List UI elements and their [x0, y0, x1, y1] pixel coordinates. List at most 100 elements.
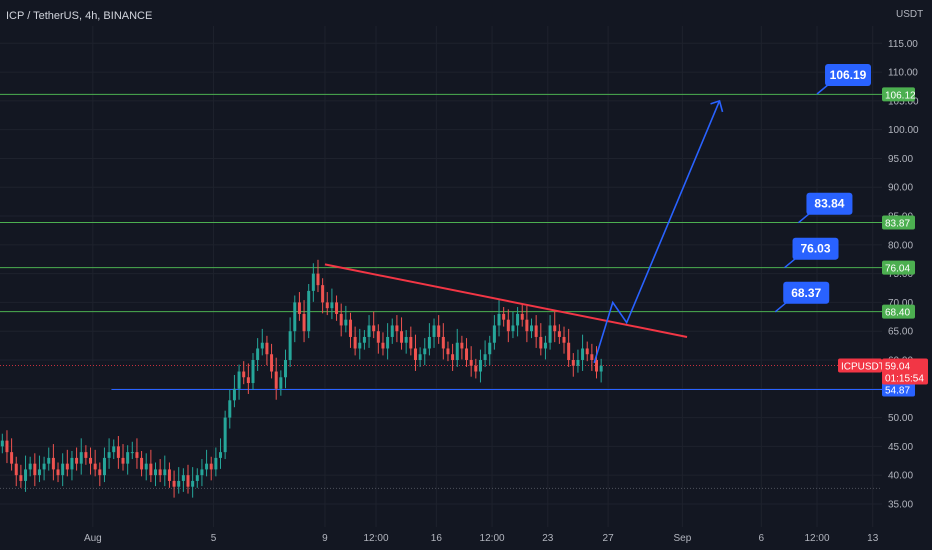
candle-body	[497, 313, 501, 326]
y-tick-label: 105.00	[888, 96, 919, 107]
candle-body	[548, 325, 552, 343]
callout-label: 76.03	[801, 242, 831, 256]
time-axis[interactable]: Aug 5 9 12:00 16 12:00 23 27 Sep 6 12:00 13	[84, 533, 879, 544]
candle-body	[297, 302, 301, 314]
candle-body	[33, 463, 37, 476]
price-tag-value: 59.04	[885, 362, 910, 373]
candle-body	[418, 354, 422, 360]
candle-body	[381, 342, 385, 349]
price-tag	[882, 358, 928, 385]
candle-body	[89, 457, 93, 464]
candle-body	[413, 348, 417, 360]
candle-body	[260, 342, 264, 349]
callout-box	[792, 237, 839, 260]
x-tick-label: 12:00	[363, 533, 388, 544]
candle-body	[386, 336, 390, 349]
candle-body	[237, 371, 241, 389]
level-tag	[882, 215, 915, 230]
level-tag	[882, 382, 915, 397]
y-tick-label: 50.00	[888, 413, 913, 424]
candle-body	[307, 290, 311, 332]
candle-body	[75, 457, 79, 464]
candle-body	[163, 469, 167, 476]
level-tag	[882, 87, 915, 102]
callout-label: 106.19	[830, 68, 867, 82]
candle-body	[557, 331, 561, 337]
x-tick-label: 6	[759, 533, 765, 544]
candle-body	[325, 302, 329, 309]
candle-body	[24, 469, 28, 481]
candle-body	[395, 325, 399, 332]
callout-label: 68.37	[791, 286, 821, 300]
candle-body	[311, 273, 315, 291]
candle-body	[79, 452, 83, 464]
candle-body	[321, 285, 325, 303]
drawing-layer: 106.19 83.84 76.03 68.37	[324, 64, 872, 364]
candle-body	[502, 313, 506, 320]
candle-body	[437, 325, 441, 337]
callout-box	[806, 192, 853, 215]
candle-body	[56, 469, 60, 476]
candle-body	[367, 325, 371, 337]
candle-body	[102, 457, 106, 476]
candle-body	[446, 348, 450, 355]
level-tag-label: 68.40	[885, 308, 910, 319]
y-tick-label: 100.00	[888, 125, 919, 136]
candle-body	[200, 469, 204, 476]
candle-body	[302, 313, 306, 332]
candle-body	[181, 475, 185, 481]
candle-body	[154, 469, 158, 476]
grid-layer	[0, 26, 882, 527]
candle-body	[279, 377, 283, 389]
candle-body	[144, 463, 148, 470]
candle-body	[205, 463, 209, 470]
level-tag-label: 106.12	[885, 90, 916, 101]
candle-body	[483, 354, 487, 360]
candle-body	[270, 354, 274, 372]
x-tick-label: 23	[542, 533, 554, 544]
y-tick-label: 110.00	[888, 68, 918, 79]
candle-body	[530, 325, 534, 332]
candle-body	[10, 452, 14, 464]
candle-body	[130, 452, 134, 454]
currency-label: USDT	[896, 9, 923, 20]
candle-body	[465, 348, 469, 360]
candle-body	[37, 469, 41, 476]
candle-body	[576, 360, 580, 366]
x-tick-label: Sep	[673, 533, 691, 544]
candle-body	[423, 348, 427, 355]
candle-body	[409, 336, 413, 349]
candle-body	[506, 319, 510, 332]
candle-body	[376, 331, 380, 343]
trendline	[324, 263, 688, 338]
candle-body	[158, 469, 162, 476]
y-tick-label: 65.00	[888, 327, 913, 338]
candle-body	[228, 400, 232, 418]
candle-body	[126, 452, 130, 464]
candle-body	[595, 360, 599, 372]
candle-body	[516, 313, 520, 326]
candle-body	[149, 463, 153, 476]
candle-body	[511, 325, 515, 332]
y-tick-label: 115.00	[888, 39, 918, 50]
candle-body	[121, 457, 125, 464]
y-tick-label: 35.00	[888, 499, 913, 510]
candle-body	[283, 360, 287, 378]
candle-body	[335, 302, 339, 314]
level-tag-label: 76.04	[885, 264, 910, 275]
candle-body	[581, 348, 585, 360]
candle-body	[288, 331, 292, 360]
candle-layer	[0, 259, 603, 498]
candle-body	[140, 457, 144, 470]
candle-body	[209, 463, 213, 470]
price-axis[interactable]: 35.0040.0045.0050.0055.0060.0065.0070.00…	[838, 39, 928, 511]
y-tick-label: 80.00	[888, 240, 913, 251]
projection-arrowhead	[710, 99, 724, 113]
candle-body	[214, 457, 218, 470]
candle-body	[362, 336, 366, 343]
candle-body	[404, 336, 408, 343]
candle-body	[135, 452, 139, 458]
